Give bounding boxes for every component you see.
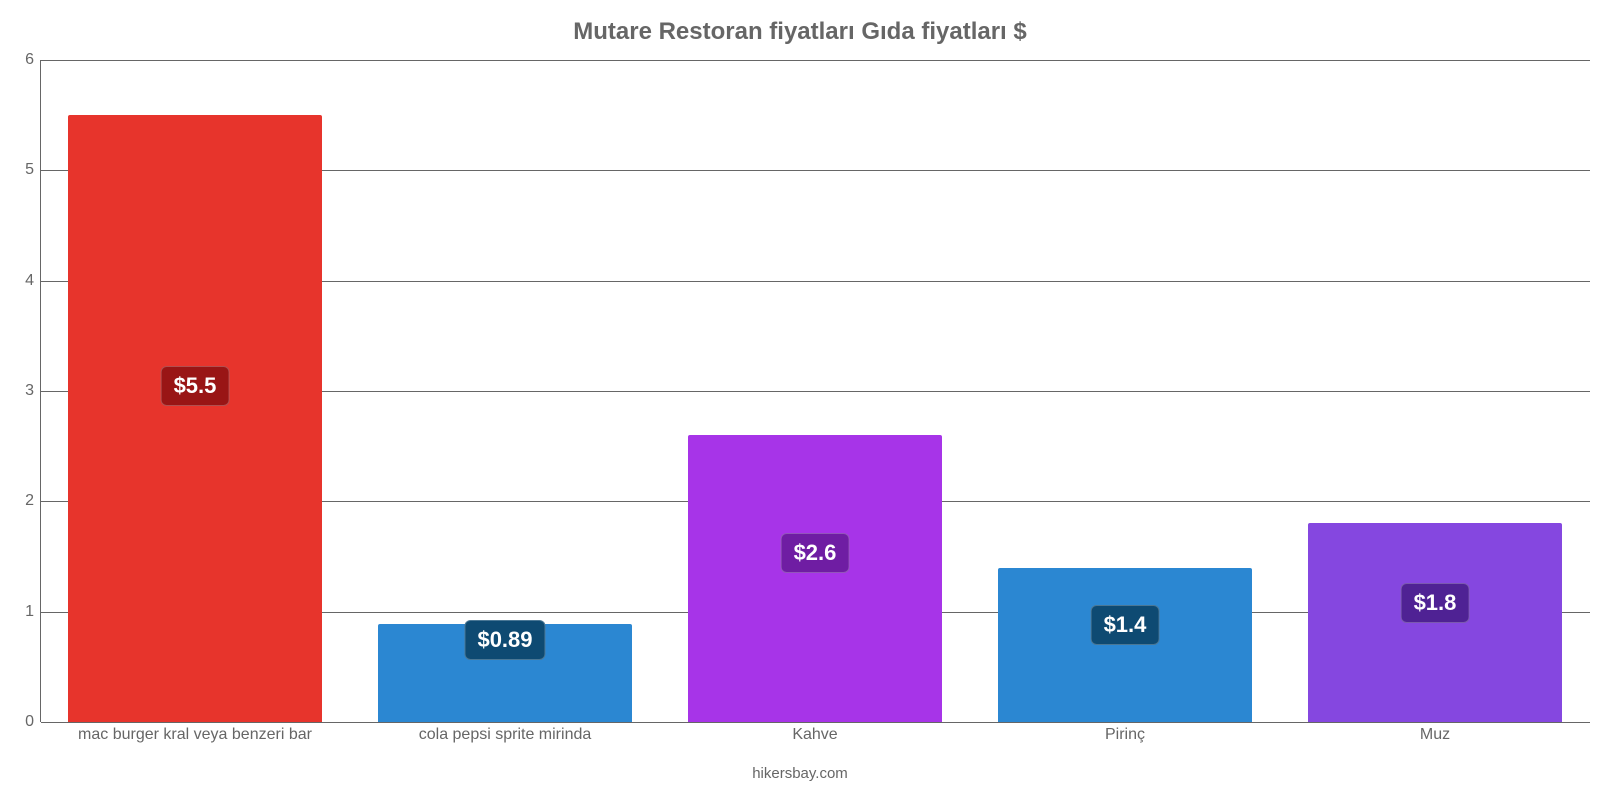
x-tick-label: Kahve <box>792 726 837 744</box>
x-axis-labels: mac burger kral veya benzeri bar cola pep… <box>40 726 1590 756</box>
bar-slot: $5.5 <box>40 60 350 722</box>
bar-slot: $1.4 <box>970 60 1280 722</box>
y-tick-label: 0 <box>10 713 34 731</box>
chart-title: Mutare Restoran fiyatları Gıda fiyatları… <box>0 0 1600 46</box>
chart-plot-area: 0123456 $5.5$0.89$2.6$1.4$1.8 <box>40 60 1590 722</box>
chart-bar: $0.89 <box>378 624 632 722</box>
bar-slot: $0.89 <box>350 60 660 722</box>
value-badge: $1.4 <box>1091 605 1160 645</box>
chart-bar: $2.6 <box>688 435 942 722</box>
y-tick-label: 6 <box>10 51 34 69</box>
chart-bars-container: $5.5 $0.89 $2.6 $1.4 $1.8 <box>40 60 1590 722</box>
y-tick-label: 2 <box>10 492 34 510</box>
x-tick-label: Muz <box>1420 726 1450 744</box>
x-tick-label: Pirinç <box>1105 726 1145 744</box>
value-badge: $1.8 <box>1401 583 1470 623</box>
y-tick-label: 5 <box>10 161 34 179</box>
x-tick-label: cola pepsi sprite mirinda <box>419 726 592 744</box>
chart-bar: $1.4 <box>998 568 1252 722</box>
chart-source: hikersbay.com <box>0 765 1600 782</box>
y-tick-label: 1 <box>10 603 34 621</box>
gridline <box>41 722 1590 723</box>
bar-slot: $1.8 <box>1280 60 1590 722</box>
value-badge: $5.5 <box>161 366 230 406</box>
x-tick-label: mac burger kral veya benzeri bar <box>78 726 312 744</box>
value-badge: $0.89 <box>464 620 545 660</box>
value-badge: $2.6 <box>781 533 850 573</box>
chart-bar: $5.5 <box>68 115 322 722</box>
chart-bar: $1.8 <box>1308 523 1562 722</box>
bar-slot: $2.6 <box>660 60 970 722</box>
y-tick-label: 3 <box>10 382 34 400</box>
y-tick-label: 4 <box>10 272 34 290</box>
